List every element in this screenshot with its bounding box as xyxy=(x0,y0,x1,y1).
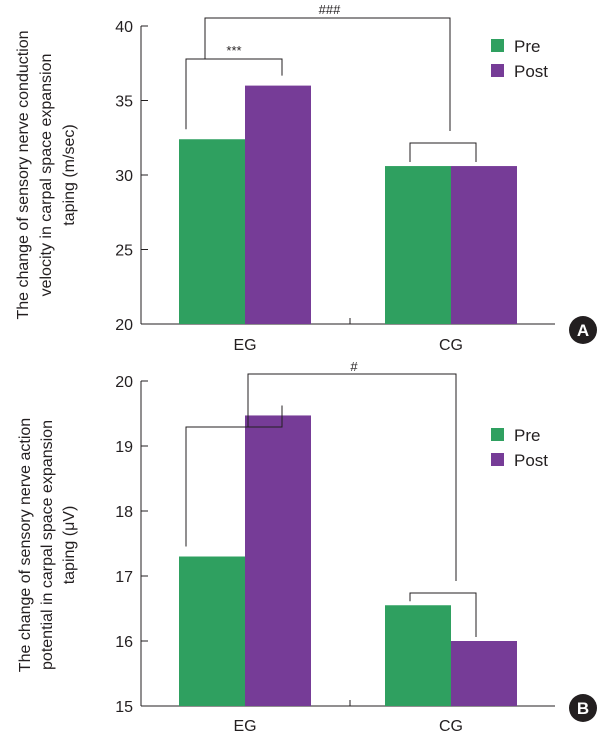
panel-a-x-tick-label: CG xyxy=(439,337,463,354)
panel-b-bar-pre-cg xyxy=(385,605,451,706)
panel-a-bar-pre-eg xyxy=(179,139,245,324)
panel-a-y-tick-label: 20 xyxy=(115,317,133,334)
panel-a-badge-label: A xyxy=(577,321,589,340)
panel-b-bracket-between xyxy=(247,373,457,581)
panel-b-y-tick-label: 19 xyxy=(115,439,133,456)
panel-b-legend-label-pre: Pre xyxy=(514,426,540,445)
panel-b-bracket-within-eg xyxy=(185,405,283,547)
panel-a-y-tick-label: 25 xyxy=(115,243,133,260)
panel-b-legend-label-post: Post xyxy=(514,451,548,470)
panel-a-x-tick-label: EG xyxy=(233,337,256,354)
panel-b-bar-pre-eg xyxy=(179,556,245,706)
panel-a-legend-swatch-pre xyxy=(491,39,504,52)
panel-a-y-axis-label-line: taping (m/sec) xyxy=(61,124,78,225)
panel-b-bar-post-eg xyxy=(245,415,311,706)
panel-b-y-tick-label: 16 xyxy=(115,634,133,651)
panel-a-badge xyxy=(569,316,597,344)
panel-a-legend-swatch-post xyxy=(491,64,504,77)
panel-b-sig-between: # xyxy=(350,359,358,374)
panel-b-y-tick-label: 17 xyxy=(115,569,133,586)
panel-a-sig-within: *** xyxy=(226,43,241,58)
panel-b-legend-swatch-pre xyxy=(491,428,504,441)
panel-b-x-tick-label: CG xyxy=(439,718,463,735)
panel-b-y-tick-label: 18 xyxy=(115,504,133,521)
panel-a-legend-label-post: Post xyxy=(514,62,548,81)
panel-a-bar-pre-cg xyxy=(385,166,451,324)
panel-b-y-tick-label: 20 xyxy=(115,374,133,391)
panel-a-bar-post-cg xyxy=(451,166,517,324)
panel-a-bracket-between xyxy=(204,17,451,131)
panel-b-y-axis-label-line: taping (μV) xyxy=(61,506,78,585)
panel-b-bracket-within-cg xyxy=(409,592,477,637)
panel-a-y-tick-label: 35 xyxy=(115,94,133,111)
panel-b-y-axis-label-line: potential in carpal space expansion xyxy=(39,420,56,670)
panel-b-legend-swatch-post xyxy=(491,453,504,466)
panel-a-y-tick-label: 30 xyxy=(115,168,133,185)
panel-a-y-tick-label: 40 xyxy=(115,19,133,36)
panel-a-bracket-within-eg xyxy=(185,58,283,130)
panel-b-badge-label: B xyxy=(577,699,589,718)
panel-b-x-tick-label: EG xyxy=(233,718,256,735)
panel-a-y-axis-label-line: The change of sensory nerve conduction xyxy=(15,30,32,319)
panel-a-y-axis-label-line: velocity in carpal space expansion xyxy=(38,54,55,297)
panel-b-bar-post-cg xyxy=(451,641,517,706)
panel-b-y-tick-label: 15 xyxy=(115,699,133,716)
panel-b-y-axis-label-line: The change of sensory nerve action xyxy=(17,418,34,672)
panel-b-badge xyxy=(569,694,597,722)
panel-a-legend-label-pre: Pre xyxy=(514,37,540,56)
panel-a-sig-between: ### xyxy=(319,2,341,17)
panel-a-bracket-within-cg xyxy=(409,142,477,163)
panel-a-bar-post-eg xyxy=(245,85,311,324)
